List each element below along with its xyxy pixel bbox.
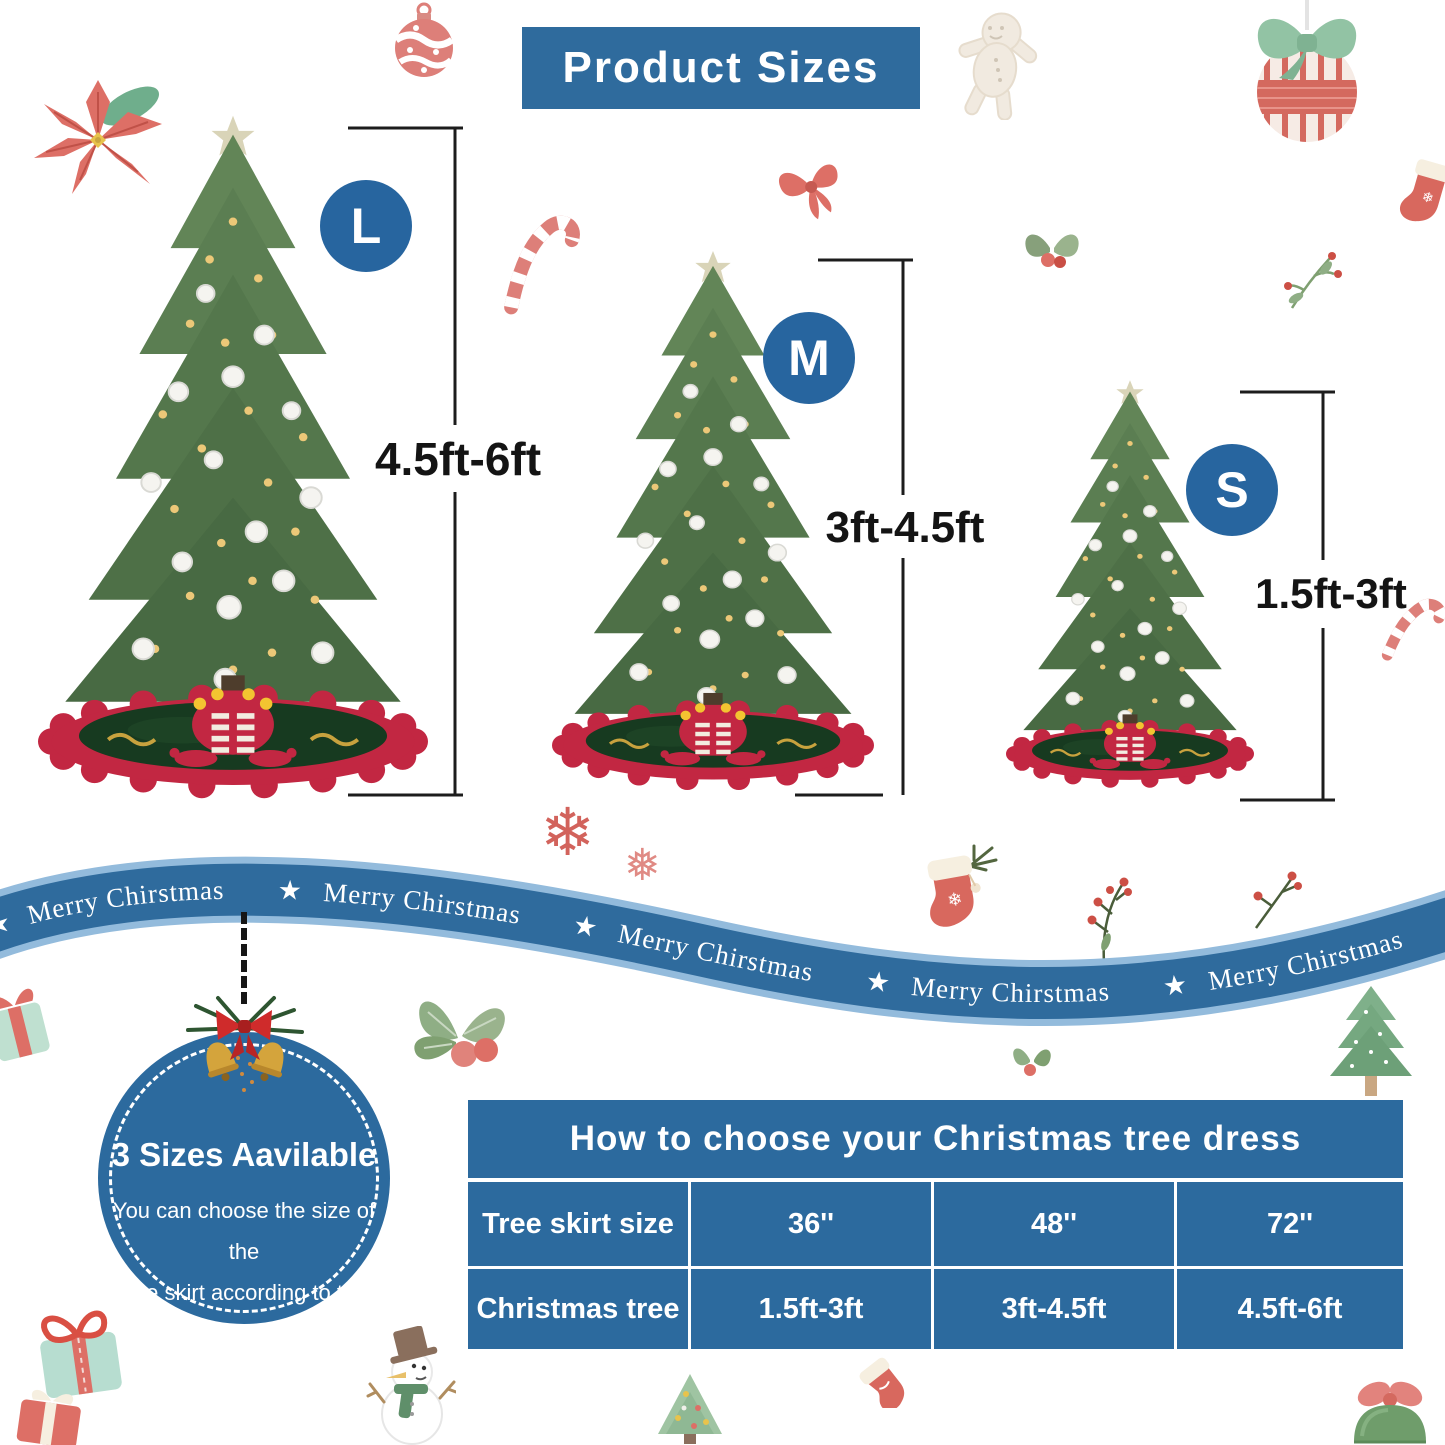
svg-text:★: ★ bbox=[277, 875, 303, 906]
badge-text-line: height of your tree bbox=[155, 1321, 333, 1346]
ribbon-star-icon: ★ bbox=[1161, 969, 1189, 1002]
badge-text-line: tree skirt according to the bbox=[120, 1280, 368, 1305]
stocking-icon bbox=[859, 1357, 905, 1408]
ribbon-text: Merry Chirstmas bbox=[910, 971, 1110, 1008]
svg-text:★: ★ bbox=[1161, 969, 1190, 1002]
svg-text:Merry Chirstmas: Merry Chirstmas bbox=[615, 918, 815, 987]
snowflake-icon: ❅ bbox=[624, 840, 661, 891]
size-table-grid: Tree skirt size 36'' 48'' 72'' Christmas… bbox=[468, 1178, 1403, 1349]
svg-text:★: ★ bbox=[0, 906, 16, 942]
size-badge-l: L bbox=[320, 180, 412, 272]
svg-text:★: ★ bbox=[571, 909, 601, 943]
svg-text:❄: ❄ bbox=[946, 888, 965, 911]
ribbon-text: Merry Chirstmas bbox=[322, 877, 522, 930]
svg-text:Merry Chirstmas: Merry Chirstmas bbox=[24, 875, 225, 930]
berry-sprig-icon bbox=[1087, 877, 1132, 963]
green-bow-ornament-icon bbox=[1257, 0, 1357, 142]
hanger-dashed-line bbox=[241, 912, 247, 1004]
watercolor-tree-icon bbox=[1330, 986, 1412, 1096]
size-badge-s: S bbox=[1186, 444, 1278, 536]
snowflake-icon: ❄ bbox=[540, 794, 596, 871]
svg-text:★: ★ bbox=[864, 966, 893, 999]
svg-text:Merry Chirstmas: Merry Chirstmas bbox=[910, 971, 1111, 1008]
size-badge-m: M bbox=[763, 312, 855, 404]
gingerbread-man-icon bbox=[958, 12, 1038, 120]
christmas-tree-small bbox=[1006, 379, 1254, 789]
height-range-s: 1.5ft-3ft bbox=[1255, 570, 1407, 617]
holly-icon bbox=[414, 1001, 505, 1067]
ribbon-text: Merry Chirstmas bbox=[24, 875, 224, 930]
svg-text:Merry Chirstmas: Merry Chirstmas bbox=[322, 877, 523, 930]
svg-text:❄: ❄ bbox=[1420, 189, 1436, 208]
gift-box-icon bbox=[0, 988, 50, 1062]
table-cell: 4.5ft-6ft bbox=[1177, 1269, 1403, 1349]
berry-sprig-icon bbox=[1253, 871, 1302, 929]
table-cell: 3ft-4.5ft bbox=[934, 1269, 1174, 1349]
size-table-title: How to choose your Christmas tree dress bbox=[468, 1100, 1403, 1178]
red-ornament-icon bbox=[393, 2, 455, 77]
berry-sprig-icon bbox=[1284, 252, 1342, 309]
height-range-m: 3ft-4.5ft bbox=[825, 503, 985, 552]
holly-icon bbox=[1013, 1048, 1051, 1076]
table-cell: Tree skirt size bbox=[468, 1182, 688, 1266]
ribbon-star-icon: ★ bbox=[277, 875, 302, 906]
sizes-available-badge: 3 Sizes Aavilable You can choose the siz… bbox=[98, 1032, 390, 1346]
table-cell: 36'' bbox=[691, 1182, 931, 1266]
table-cell: 48'' bbox=[934, 1182, 1174, 1266]
badge-text-line: You can choose the size of the bbox=[112, 1198, 376, 1264]
ribbon-star-icon: ★ bbox=[571, 909, 600, 943]
ribbon-text: Merry Chirstmas bbox=[615, 918, 814, 987]
bell-gift-icon bbox=[1354, 1381, 1426, 1444]
table-cell: 1.5ft-3ft bbox=[691, 1269, 931, 1349]
gift-box-icon bbox=[16, 1389, 81, 1445]
badge-title: 3 Sizes Aavilable bbox=[111, 1136, 377, 1173]
stocking-icon: ❄ bbox=[1400, 159, 1445, 222]
small-tree-icon bbox=[658, 1374, 722, 1444]
svg-text:Merry Chirstmas: Merry Chirstmas bbox=[1206, 924, 1406, 996]
height-range-l: 4.5ft-6ft bbox=[374, 433, 542, 485]
ribbon-star-icon: ★ bbox=[0, 906, 15, 942]
size-table: How to choose your Christmas tree dress … bbox=[468, 1100, 1403, 1349]
red-bow-icon bbox=[779, 164, 838, 220]
stocking-icon: ❄ bbox=[927, 844, 998, 927]
holly-icon bbox=[1025, 234, 1079, 268]
page-title: Product Sizes bbox=[522, 27, 920, 109]
ribbon-text: Merry Chirstmas bbox=[1206, 924, 1405, 996]
ribbon-star-icon: ★ bbox=[864, 966, 892, 999]
table-cell: Christmas tree bbox=[468, 1269, 688, 1349]
table-cell: 72'' bbox=[1177, 1182, 1403, 1266]
